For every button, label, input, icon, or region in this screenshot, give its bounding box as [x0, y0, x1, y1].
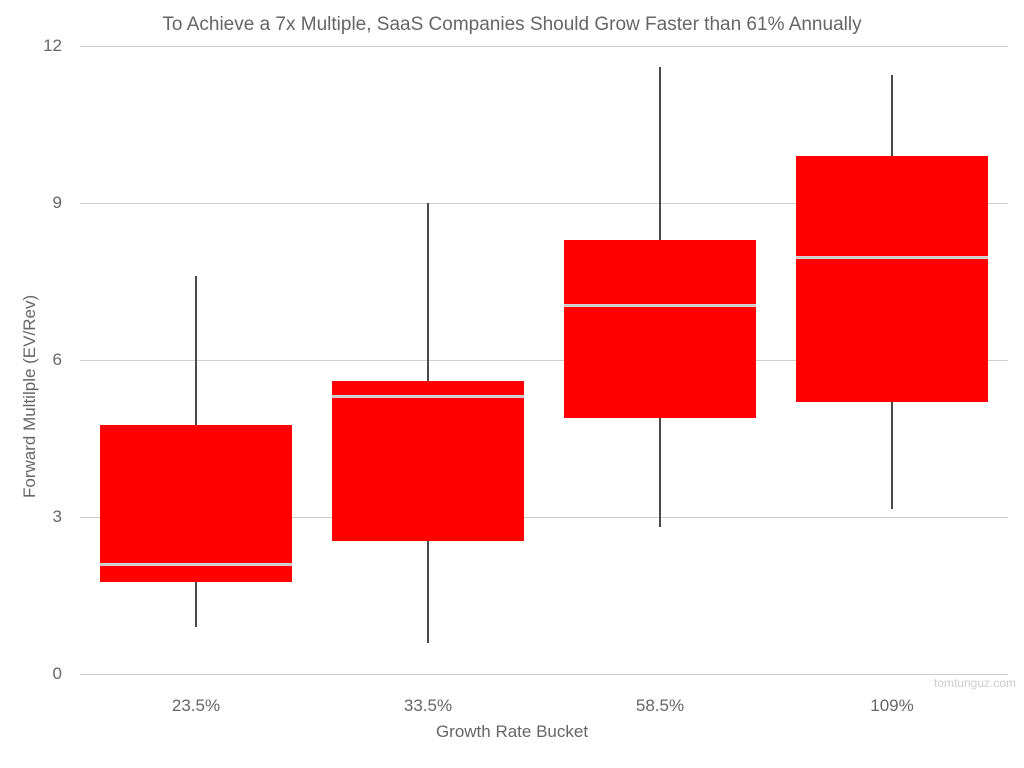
boxplot-chart: To Achieve a 7x Multiple, SaaS Companies… [0, 0, 1024, 768]
median-line [332, 395, 524, 398]
y-tick-label: 0 [0, 664, 62, 684]
x-axis-label: Growth Rate Bucket [0, 722, 1024, 742]
x-tick-label: 23.5% [172, 696, 220, 716]
plot-area [80, 46, 1008, 674]
median-line [796, 256, 988, 259]
gridline [80, 674, 1008, 675]
y-tick-label: 6 [0, 350, 62, 370]
gridline [80, 46, 1008, 47]
x-tick-label: 109% [870, 696, 913, 716]
x-tick-label: 58.5% [636, 696, 684, 716]
box [796, 156, 988, 402]
box [332, 381, 524, 541]
y-tick-label: 3 [0, 507, 62, 527]
y-tick-label: 9 [0, 193, 62, 213]
box [100, 425, 292, 582]
median-line [100, 563, 292, 566]
x-tick-label: 33.5% [404, 696, 452, 716]
median-line [564, 304, 756, 307]
y-tick-label: 12 [0, 36, 62, 56]
y-axis-label: Forward Multilple (EV/Rev) [20, 295, 40, 498]
box [564, 240, 756, 418]
credit-text: tomtunguz.com [934, 676, 1016, 690]
chart-title: To Achieve a 7x Multiple, SaaS Companies… [0, 14, 1024, 36]
